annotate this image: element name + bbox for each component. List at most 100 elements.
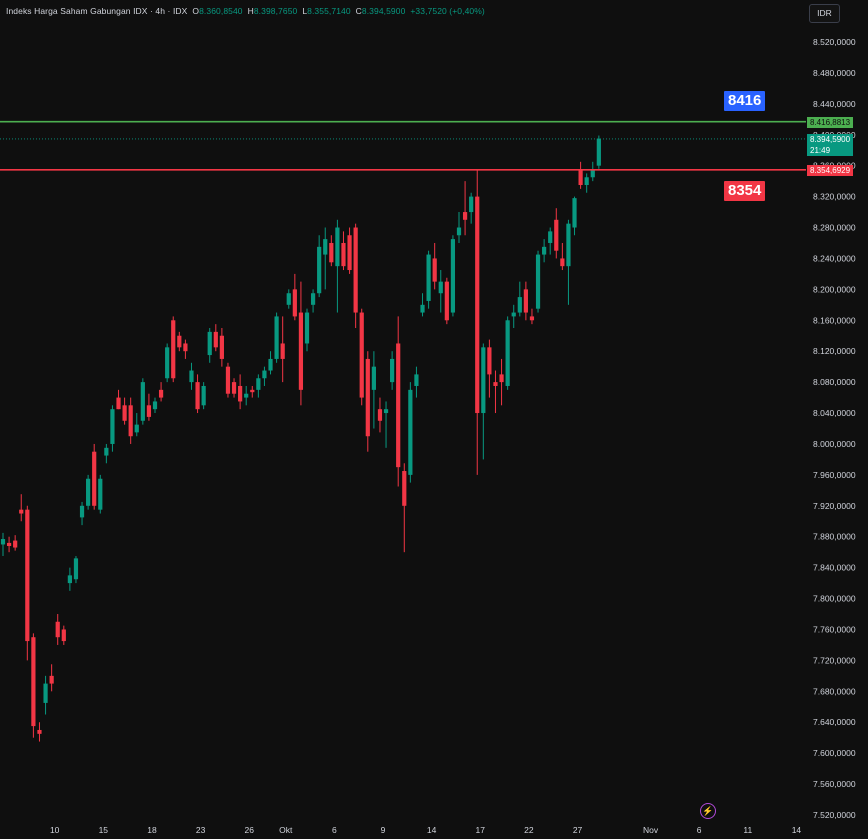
candle-body[interactable] xyxy=(408,389,413,475)
candle-body[interactable] xyxy=(19,509,24,514)
candle-body[interactable] xyxy=(238,385,243,402)
candle-body[interactable] xyxy=(523,289,528,313)
candle-body[interactable] xyxy=(298,312,304,390)
candle-body[interactable] xyxy=(201,385,206,406)
candle-body[interactable] xyxy=(584,177,589,186)
candle-body[interactable] xyxy=(493,382,498,386)
candle-body[interactable] xyxy=(244,393,249,398)
candle-body[interactable] xyxy=(128,405,133,437)
candle-body[interactable] xyxy=(67,575,72,584)
lightning-icon[interactable]: ⚡ xyxy=(700,803,716,819)
candle-body[interactable] xyxy=(183,343,188,352)
candle-body[interactable] xyxy=(98,478,103,510)
candle-body[interactable] xyxy=(371,366,376,390)
candle-body[interactable] xyxy=(353,227,358,313)
candle-body[interactable] xyxy=(347,235,352,271)
candle-body[interactable] xyxy=(37,729,42,734)
candle-body[interactable] xyxy=(317,246,322,294)
candle-body[interactable] xyxy=(171,320,176,379)
candle-body[interactable] xyxy=(572,198,577,228)
candle-body[interactable] xyxy=(73,558,79,580)
candle-body[interactable] xyxy=(578,169,583,186)
candle-body[interactable] xyxy=(61,629,66,642)
candle-body[interactable] xyxy=(462,212,468,220)
candle-body[interactable] xyxy=(420,304,425,313)
candle-body[interactable] xyxy=(231,382,237,394)
candle-body[interactable] xyxy=(359,312,364,398)
symbol-title[interactable]: Indeks Harga Saham Gabungan IDX xyxy=(6,6,148,16)
candle-body[interactable] xyxy=(165,347,170,379)
candle-body[interactable] xyxy=(377,409,383,421)
candle-body[interactable] xyxy=(6,542,12,546)
candle-body[interactable] xyxy=(140,382,145,421)
candle-body[interactable] xyxy=(548,231,553,243)
candle-body[interactable] xyxy=(529,316,535,321)
candle-body[interactable] xyxy=(517,297,522,313)
candle-body[interactable] xyxy=(116,397,121,410)
candle-body[interactable] xyxy=(31,637,36,727)
candle-body[interactable] xyxy=(134,424,139,433)
candle-body[interactable] xyxy=(383,409,389,414)
candle-body[interactable] xyxy=(43,683,48,703)
candle-body[interactable] xyxy=(432,258,437,282)
candle-body[interactable] xyxy=(590,169,595,178)
candle-body[interactable] xyxy=(55,621,60,638)
candle-body[interactable] xyxy=(323,239,328,255)
candle-body[interactable] xyxy=(304,312,310,344)
candle-body[interactable] xyxy=(390,358,395,383)
candle-body[interactable] xyxy=(596,138,601,166)
candle-body[interactable] xyxy=(426,254,431,301)
candle-body[interactable] xyxy=(414,374,419,386)
candle-body[interactable] xyxy=(481,347,486,414)
candle-body[interactable] xyxy=(402,471,407,506)
candle-body[interactable] xyxy=(146,405,152,417)
candle-body[interactable] xyxy=(280,343,285,359)
candle-body[interactable] xyxy=(250,389,255,393)
candle-body[interactable] xyxy=(444,281,449,321)
candle-body[interactable] xyxy=(177,335,182,348)
candle-body[interactable] xyxy=(365,358,370,437)
candle-body[interactable] xyxy=(286,293,291,305)
candle-body[interactable] xyxy=(262,370,267,379)
candle-body[interactable] xyxy=(213,331,218,348)
candle-body[interactable] xyxy=(511,312,516,317)
candle-body[interactable] xyxy=(469,196,474,213)
candle-body[interactable] xyxy=(450,239,456,313)
candle-body[interactable] xyxy=(158,389,164,398)
candle-body[interactable] xyxy=(475,196,480,414)
candle-body[interactable] xyxy=(225,366,231,394)
candle-body[interactable] xyxy=(310,293,316,305)
candle-body[interactable] xyxy=(292,289,297,317)
candle-body[interactable] xyxy=(274,316,279,359)
candle-body[interactable] xyxy=(152,401,158,410)
candle-body[interactable] xyxy=(195,382,200,410)
candle-body[interactable] xyxy=(79,505,85,518)
candle-body[interactable] xyxy=(329,242,334,263)
candle-body[interactable] xyxy=(189,370,194,383)
candle-body[interactable] xyxy=(207,331,212,356)
candle-body[interactable] xyxy=(256,378,261,390)
interval-label[interactable]: 4h xyxy=(155,6,166,16)
candle-body[interactable] xyxy=(219,335,224,359)
candle-body[interactable] xyxy=(92,451,97,506)
candle-body[interactable] xyxy=(341,242,346,267)
candle-body[interactable] xyxy=(13,540,18,548)
currency-button[interactable]: IDR xyxy=(809,4,840,23)
candle-body[interactable] xyxy=(49,675,54,684)
candle-body[interactable] xyxy=(499,374,504,383)
candle-body[interactable] xyxy=(0,539,6,545)
candle-body[interactable] xyxy=(110,409,115,444)
candle-body[interactable] xyxy=(104,447,109,456)
candle-body[interactable] xyxy=(438,281,443,294)
candle-body[interactable] xyxy=(396,343,401,468)
candle-body[interactable] xyxy=(535,254,541,309)
candle-body[interactable] xyxy=(86,478,91,506)
candle-body[interactable] xyxy=(456,227,462,236)
candle-body[interactable] xyxy=(122,405,127,421)
candle-body[interactable] xyxy=(505,320,510,386)
candle-body[interactable] xyxy=(487,347,492,375)
candle-body[interactable] xyxy=(560,258,565,267)
candle-body[interactable] xyxy=(25,509,30,642)
candle-body[interactable] xyxy=(542,246,547,255)
